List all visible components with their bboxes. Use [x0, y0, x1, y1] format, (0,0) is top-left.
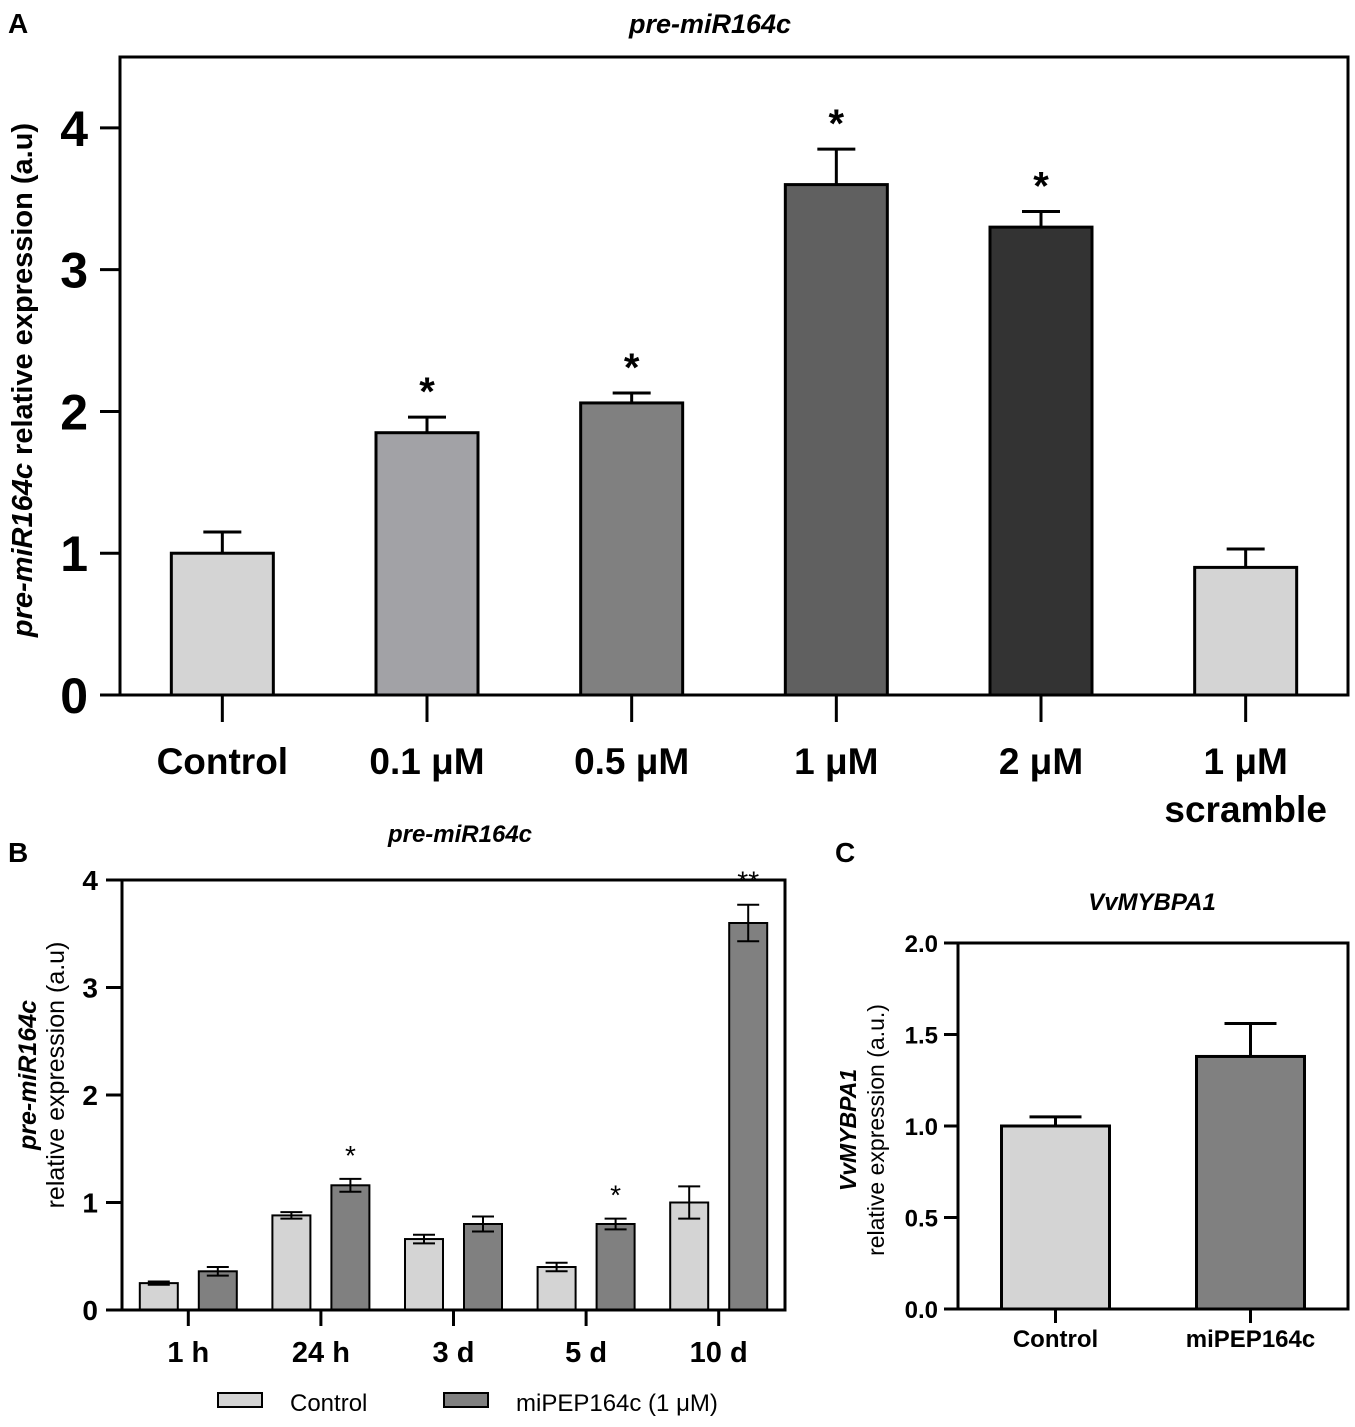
panel-c-x-label-1: miPEP164c: [1186, 1326, 1315, 1353]
panel-c-error-bars: [1029, 1022, 1277, 1126]
panel-a-bars: [169, 183, 1299, 697]
panel-b-y-label-2: 2: [82, 1080, 98, 1111]
panel-b-label: B: [8, 837, 28, 868]
panel-c-bars: [1000, 1054, 1306, 1311]
legend-swatch-control: [217, 1392, 263, 1408]
panel-a-bar-1: [374, 431, 480, 697]
panel-b-bar-0-1: [271, 1214, 312, 1312]
panel-a-y-label-4: 4: [60, 101, 88, 157]
panel-a-y-label-0: 0: [60, 668, 88, 724]
panel-b-legend: Control miPEP164c (1 μM): [217, 1390, 718, 1417]
panel-a-annotation-4: *: [1033, 165, 1049, 209]
panel-a-x-label-2: 0.5 μM: [574, 741, 689, 782]
panel-b-bar-1-0: [197, 1270, 238, 1312]
panel-a-ylabel-rest: relative expression (a.u): [7, 123, 39, 463]
panel-b-x-ticks: 1 h 24 h 3 d 5 d 10 d: [167, 1310, 748, 1369]
panel-a-y-label-2: 2: [60, 384, 88, 440]
legend-swatch-mipep: [443, 1392, 489, 1408]
panel-a-error-bars: [203, 147, 1265, 568]
panel-a-bar-4: [988, 225, 1094, 697]
panel-c-y-label-1: 0.5: [905, 1206, 938, 1233]
panel-a-x-label-0: Control: [157, 741, 289, 782]
panel-b-bar-0-2: [404, 1238, 444, 1312]
panel-b-y-label-1: 1: [82, 1188, 98, 1219]
panel-a-x-label-4: 2 μM: [999, 741, 1083, 782]
panel-b-bar-0-3: [536, 1266, 577, 1311]
panel-b-x-label-3: 5 d: [565, 1337, 607, 1369]
panel-b-y-label-3: 3: [82, 973, 98, 1004]
panel-b-bars: [138, 922, 769, 1312]
panel-a-annotation-1: *: [419, 370, 435, 414]
panel-b-y-label-4: 4: [82, 865, 98, 896]
panel-b-bar-1-3: [595, 1223, 636, 1311]
panel-b-x-label-1: 24 h: [292, 1337, 350, 1369]
panel-a-x-label-1: 0.1 μM: [369, 741, 484, 782]
panel-c-y-label-2: 1.0: [905, 1114, 938, 1141]
panel-b-x-label-2: 3 d: [433, 1337, 475, 1369]
panel-a-x-label-5: 1 μM: [1204, 741, 1288, 782]
panel-a-bar-2: [579, 401, 685, 697]
panel-b-bar-1-2: [463, 1223, 503, 1311]
panel-c-bar-1: [1195, 1054, 1306, 1311]
panel-a-bar-5: [1193, 565, 1299, 697]
panel-c-y-label-4: 2.0: [905, 931, 938, 958]
panel-b-annotations: ****: [345, 866, 759, 1211]
panel-c-y-ticks: 0.0 0.5 1.0 1.5 2.0: [905, 931, 958, 1324]
panel-b-x-label-4: 10 d: [690, 1337, 748, 1369]
panel-a-annotation-3: *: [829, 102, 845, 146]
panel-a-label: A: [8, 8, 28, 39]
panel-b-ylabel-line2: relative expression (a.u): [42, 942, 70, 1209]
panel-a-plot: * * * * 0 1 2 3 4 Control 0.1 μM 0.5 μM 1 μM 2 μM 1 …: [60, 55, 1350, 830]
panel-b-bar-1-1: [330, 1184, 371, 1312]
panel-a-x-label-3: 1 μM: [794, 741, 878, 782]
panel-a-frame: [118, 55, 1350, 697]
panel-c-plot: 0.0 0.5 1.0 1.5 2.0 Control miPEP164c: [905, 931, 1350, 1353]
panel-a-bar-0: [169, 551, 275, 697]
panel-c: C VvMYBPA1 VvMYBPA1 relative expression …: [835, 837, 1350, 1353]
panel-a-y-label-3: 3: [60, 243, 88, 299]
panel-a-annotation-2: *: [624, 346, 640, 390]
panel-a: A pre-miR164c pre-miR164c relative expre…: [7, 8, 1350, 830]
panel-a-y-ticks: 0 1 2 3 4: [60, 101, 120, 724]
panel-a-x-label-5-line2: scramble: [1164, 789, 1327, 830]
panel-b-y-ticks: 0 1 2 3 4: [82, 865, 122, 1326]
panel-b-annotation-1: *: [345, 1140, 356, 1171]
panel-a-bar-3: [783, 183, 889, 697]
panel-a-y-label-1: 1: [60, 526, 88, 582]
panel-c-ylabel-line2: relative expression (a.u.): [863, 1004, 889, 1256]
panel-c-bar-0: [1000, 1124, 1111, 1311]
legend-label-control: Control: [290, 1390, 367, 1417]
panel-a-x-ticks: Control 0.1 μM 0.5 μM 1 μM 2 μM 1 μM scramble: [157, 695, 1327, 830]
panel-c-x-ticks: Control miPEP164c: [1013, 1309, 1315, 1353]
panel-b-annotation-3: *: [610, 1180, 621, 1211]
panel-b: B pre-miR164c pre-miR164c relative expre…: [8, 821, 787, 1417]
panel-c-x-label-0: Control: [1013, 1326, 1098, 1353]
panel-b-y-label-0: 0: [82, 1295, 98, 1326]
panel-c-y-label-0: 0.0: [905, 1297, 938, 1324]
panel-a-title: pre-miR164c: [628, 9, 791, 39]
panel-c-ylabel-line1: VvMYBPA1: [835, 1069, 861, 1191]
panel-b-error-bars: [147, 903, 760, 1286]
panel-c-y-label-3: 1.5: [905, 1023, 938, 1050]
panel-b-bar-0-4: [669, 1201, 710, 1311]
panel-c-title: VvMYBPA1: [1088, 889, 1216, 916]
panel-b-bar-1-4: [728, 922, 769, 1311]
panel-a-annotations: * * * *: [419, 102, 1049, 414]
panel-a-ylabel-italic: pre-miR164c: [7, 463, 39, 638]
panel-b-x-label-0: 1 h: [167, 1337, 209, 1369]
panel-b-title: pre-miR164c: [387, 821, 532, 848]
panel-b-ylabel-line1: pre-miR164c: [14, 1000, 42, 1151]
panel-a-ylabel: pre-miR164c relative expression (a.u): [7, 123, 39, 638]
panel-c-label: C: [835, 837, 855, 868]
panel-b-bar-0-0: [138, 1282, 179, 1311]
legend-label-mipep: miPEP164c (1 μM): [516, 1390, 718, 1417]
